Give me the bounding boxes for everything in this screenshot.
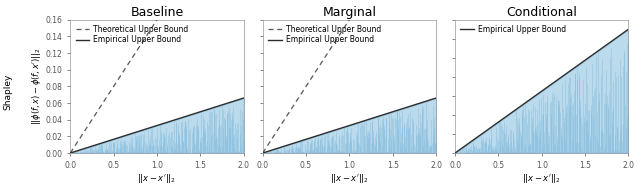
Legend: Theoretical Upper Bound, Empirical Upper Bound: Theoretical Upper Bound, Empirical Upper… bbox=[74, 23, 190, 46]
Title: Baseline: Baseline bbox=[131, 6, 184, 19]
X-axis label: $||x - x'||_2$: $||x - x'||_2$ bbox=[330, 172, 369, 185]
X-axis label: $||x - x'||_2$: $||x - x'||_2$ bbox=[138, 172, 177, 185]
Title: Marginal: Marginal bbox=[323, 6, 376, 19]
Legend: Empirical Upper Bound: Empirical Upper Bound bbox=[459, 23, 568, 36]
X-axis label: $||x - x'||_2$: $||x - x'||_2$ bbox=[522, 172, 561, 185]
Y-axis label: $||\phi(f, x) - \phi(f, x')||_2$: $||\phi(f, x) - \phi(f, x')||_2$ bbox=[30, 48, 43, 125]
Text: Shapley: Shapley bbox=[3, 74, 12, 110]
Legend: Theoretical Upper Bound, Empirical Upper Bound: Theoretical Upper Bound, Empirical Upper… bbox=[266, 23, 382, 46]
Title: Conditional: Conditional bbox=[506, 6, 577, 19]
